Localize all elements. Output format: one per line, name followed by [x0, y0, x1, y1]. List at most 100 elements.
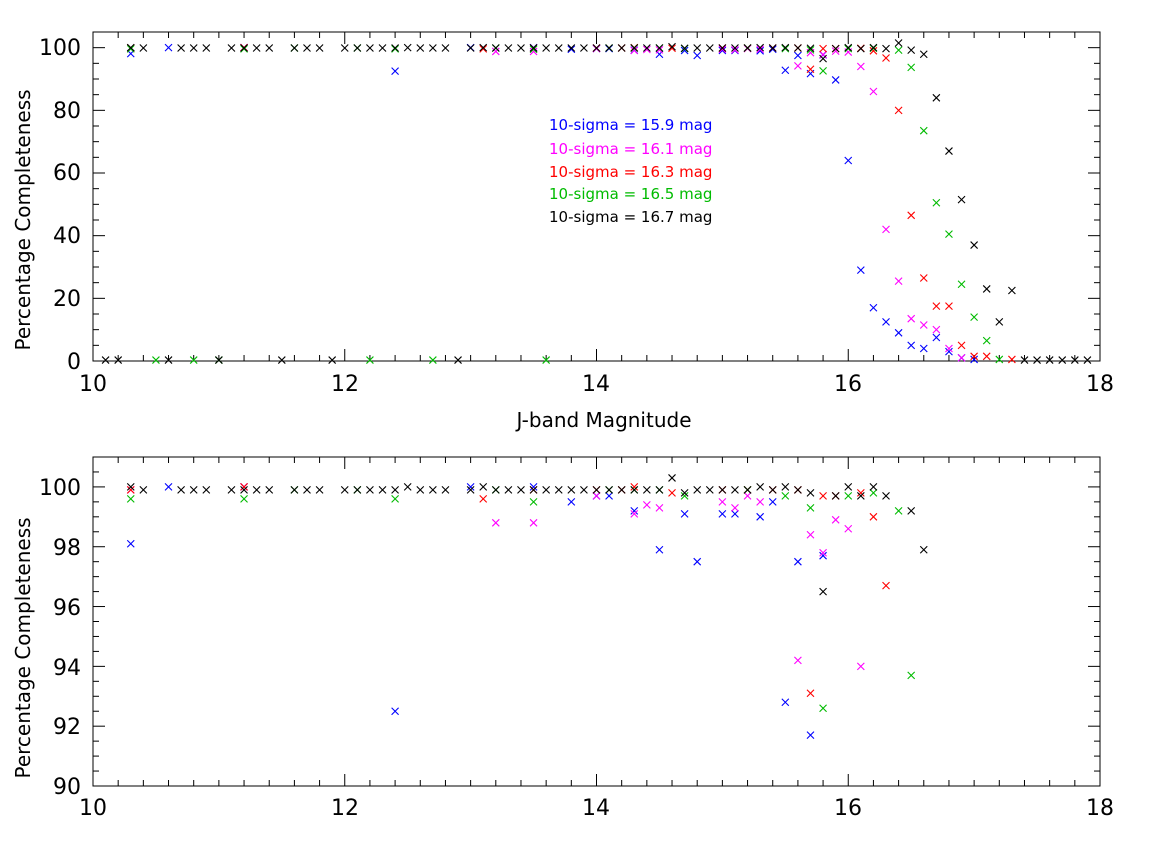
- top-data-point-series-0: [932, 333, 941, 342]
- top-data-point-series-4: [680, 44, 689, 53]
- bottom-data-point-series-0: [768, 497, 777, 506]
- bottom-data-point-series-4: [252, 486, 261, 494]
- top-x-tick-label: 18: [1086, 372, 1114, 397]
- top-data-point-series-3: [995, 355, 1004, 364]
- top-data-point-series-4: [907, 46, 916, 55]
- top-data-point-series-4: [164, 356, 173, 364]
- bottom-data-point-series-0: [680, 509, 689, 518]
- top-data-point-series-2: [894, 106, 903, 115]
- top-data-point-series-3: [806, 45, 815, 54]
- bottom-data-point-series-0: [605, 491, 613, 500]
- bottom-data-point-series-4: [315, 486, 324, 494]
- top-data-point-series-4: [932, 93, 941, 102]
- legend-entry-16-5: 10-sigma = 16.5 mag: [549, 185, 712, 203]
- top-data-point-series-1: [831, 47, 840, 56]
- top-data-point-series-4: [768, 44, 777, 52]
- bottom-data-point-series-0: [731, 509, 739, 518]
- top-data-point-series-0: [907, 341, 916, 350]
- top-data-point-series-4: [693, 44, 702, 52]
- bottom-data-point-series-4: [806, 489, 815, 497]
- bottom-data-point-series-2: [630, 483, 639, 491]
- top-data-point-series-3: [919, 126, 928, 135]
- bottom-data-point-series-3: [844, 491, 853, 500]
- bottom-data-point-series-0: [391, 707, 399, 716]
- bottom-data-point-series-4: [479, 483, 488, 491]
- top-data-point-series-4: [303, 44, 311, 52]
- top-y-tick-label: 20: [53, 287, 81, 312]
- bottom-data-point-series-4: [366, 486, 374, 494]
- top-x-tick-labels: 10 12 14 16 18: [79, 372, 1114, 397]
- top-x-tick-label: 12: [331, 372, 359, 397]
- legend-entry-16-3: 10-sigma = 16.3 mag: [549, 163, 712, 181]
- bottom-data-point-series-2: [479, 494, 488, 503]
- bottom-data-point-series-1: [731, 503, 739, 512]
- bottom-data-point-series-0: [819, 551, 827, 560]
- bottom-data-point-series-1: [718, 497, 727, 506]
- bottom-data-point-series-4: [718, 486, 727, 494]
- bottom-data-point-series-4: [554, 486, 563, 494]
- bottom-data-point-series-0: [655, 545, 664, 554]
- top-data-point-series-1: [907, 314, 916, 323]
- bottom-data-point-series-4: [353, 486, 362, 494]
- top-x-tick-label: 14: [582, 372, 610, 397]
- top-data-point-series-4: [1083, 356, 1092, 364]
- top-data-point-series-4: [252, 44, 261, 52]
- top-data-point-series-4: [353, 44, 362, 52]
- bottom-data-point-series-4: [126, 483, 135, 491]
- top-data-point-series-4: [491, 44, 500, 52]
- bottom-y-tick-label: 92: [53, 715, 81, 740]
- top-data-point-series-4: [894, 39, 903, 47]
- top-data-point-series-4: [479, 43, 488, 52]
- bottom-data-point-series-3: [240, 494, 248, 503]
- top-data-point-series-4: [655, 44, 664, 52]
- bottom-data-point-series-4: [202, 486, 211, 494]
- top-data-point-series-4: [554, 44, 563, 52]
- bottom-data-point-series-3: [126, 494, 135, 503]
- top-data-point-series-0: [831, 76, 840, 84]
- bottom-data-point-series-0: [806, 731, 815, 740]
- bottom-data-point-series-1: [831, 515, 840, 524]
- top-data-point-series-0: [869, 303, 878, 312]
- bottom-data-point-series-2: [819, 491, 827, 500]
- top-data-point-series-2: [668, 44, 676, 53]
- top-data-point-series-3: [945, 230, 953, 238]
- bottom-data-point-series-2: [806, 689, 815, 698]
- bottom-axis-ticks: [92, 456, 1101, 787]
- bottom-x-tick-labels: 10 12 14 16 18: [79, 796, 1114, 821]
- bottom-data-point-series-4: [517, 486, 525, 494]
- top-data-point-series-4: [466, 44, 475, 52]
- top-data-point-series-0: [680, 46, 689, 55]
- top-data-point-series-0: [567, 45, 576, 54]
- bottom-data-point-series-1: [819, 548, 827, 557]
- bottom-data-point-series-4: [819, 587, 827, 596]
- top-data-point-series-3: [152, 356, 160, 364]
- top-data-point-series-4: [882, 44, 890, 53]
- top-data-point-series-0: [970, 355, 979, 364]
- bottom-y-tick-label: 94: [53, 656, 81, 681]
- top-data-point-series-3: [844, 44, 853, 53]
- bottom-data-point-series-4: [844, 483, 853, 491]
- bottom-data-point-series-4: [542, 486, 551, 494]
- top-data-point-series-2: [882, 54, 890, 62]
- bottom-data-point-series-4: [265, 486, 274, 494]
- bottom-data-point-series-3: [894, 506, 903, 515]
- top-completeness-panel: 10 12 14 16 18 0 20 40 60 80 100 J-band …: [11, 31, 1114, 432]
- top-data-point-series-4: [290, 44, 299, 52]
- top-y-tick-label: 40: [53, 224, 81, 249]
- top-data-point-series-4: [504, 44, 513, 52]
- top-data-point-series-4: [328, 356, 337, 364]
- top-data-point-series-4: [529, 44, 538, 52]
- top-data-point-series-4: [114, 356, 123, 364]
- bottom-data-point-series-2: [882, 581, 890, 590]
- top-data-point-series-4: [668, 42, 676, 51]
- top-y-tick-label: 60: [53, 161, 81, 186]
- bottom-data-point-series-4: [919, 545, 928, 554]
- top-data-point-series-1: [869, 87, 878, 96]
- bottom-data-point-series-4: [856, 491, 865, 500]
- bottom-data-point-series-4: [756, 483, 765, 491]
- top-data-point-series-4: [794, 44, 802, 52]
- top-data-point-series-2: [957, 341, 966, 350]
- bottom-data-point-series-0: [466, 483, 475, 491]
- top-data-point-series-3: [894, 46, 903, 55]
